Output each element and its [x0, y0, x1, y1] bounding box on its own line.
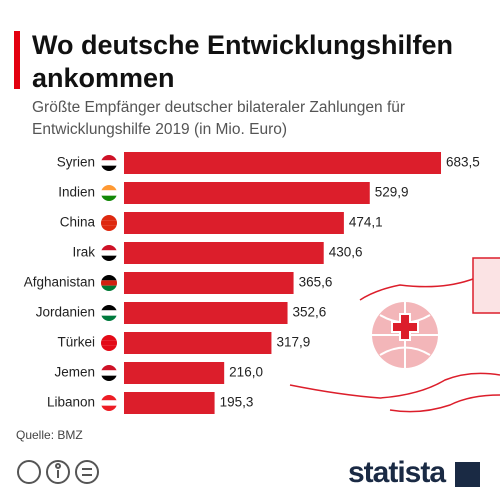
source: Quelle: BMZ [16, 428, 83, 442]
flag-stripe [101, 220, 117, 225]
bar [124, 332, 272, 354]
flag-stripe [101, 250, 117, 255]
bar [124, 302, 288, 324]
flag-stripe [101, 305, 117, 310]
value-label: 216,0 [229, 365, 263, 380]
flag-stripe [101, 215, 117, 220]
bar [124, 152, 442, 174]
value-label: 195,3 [220, 395, 254, 410]
logo-icon [455, 462, 480, 487]
flag-stripe [101, 365, 117, 370]
flag-stripe [101, 400, 117, 405]
category-label: Indien [58, 185, 95, 200]
flag-stripe [101, 310, 117, 315]
flag-stripe [101, 370, 117, 375]
flag-stripe [101, 256, 117, 261]
category-label: Jordanien [36, 305, 95, 320]
value-label: 352,6 [293, 305, 327, 320]
flag-stripe [101, 406, 117, 411]
flag-stripe [101, 190, 117, 195]
value-label: 317,9 [276, 335, 310, 350]
flag-stripe [101, 275, 117, 280]
chart-subtitle: Größte Empfänger deutscher bilateraler Z… [32, 99, 406, 138]
bar [124, 212, 344, 234]
value-label: 529,9 [375, 185, 409, 200]
flag-stripe [101, 196, 117, 201]
bar [124, 392, 215, 414]
flag-stripe [101, 335, 117, 340]
flag-stripe [101, 155, 117, 160]
category-label: Irak [72, 245, 95, 260]
flag-stripe [101, 376, 117, 381]
flag-stripe [101, 286, 117, 291]
flag-stripe [101, 185, 117, 190]
category-label: Jemen [54, 365, 95, 380]
value-label: 474,1 [349, 215, 383, 230]
value-label: 430,6 [329, 245, 363, 260]
flag-stripe [101, 340, 117, 345]
flag-stripe [101, 395, 117, 400]
flag-stripe [101, 226, 117, 231]
category-label: Afghanistan [24, 275, 95, 290]
bar [124, 362, 225, 384]
flag-stripe [101, 166, 117, 171]
accent-bar [14, 31, 20, 89]
illustration [289, 257, 500, 413]
bar [124, 272, 294, 294]
bar [124, 242, 324, 264]
flag-stripe [101, 160, 117, 165]
category-label: Türkei [57, 335, 95, 350]
cc-icons [17, 460, 99, 484]
value-label: 365,6 [299, 275, 333, 290]
flag-stripe [101, 346, 117, 351]
value-label: 683,5 [446, 155, 480, 170]
category-label: Syrien [57, 155, 95, 170]
bar [124, 182, 370, 204]
flag-stripe [101, 280, 117, 285]
flag-stripe [101, 316, 117, 321]
flag-stripe [101, 245, 117, 250]
logo: statista [348, 456, 446, 489]
chart-title: Wo deutsche Entwicklungshilfen ankommen [32, 30, 454, 93]
category-label: Libanon [47, 395, 95, 410]
category-label: China [60, 215, 96, 230]
